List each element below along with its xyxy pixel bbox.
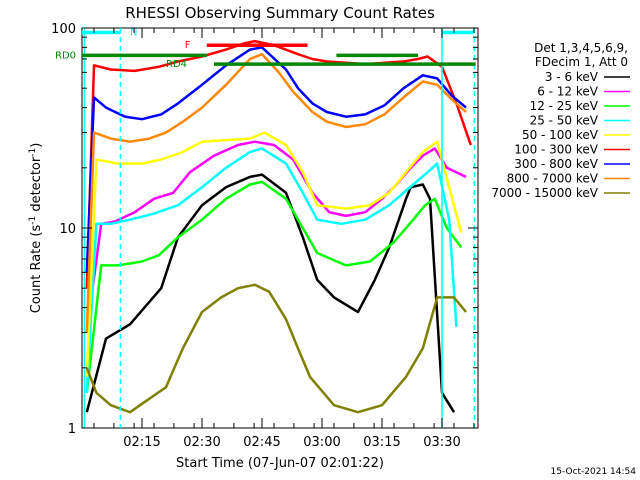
footer-date: 15-Oct-2021 14:54 bbox=[551, 467, 637, 477]
series-line-0 bbox=[85, 173, 456, 413]
legend-header-line-2: FDecim 1, Att 0 bbox=[535, 55, 628, 69]
y-axis-label-sup2: -1 bbox=[28, 148, 38, 157]
legend-header-line-1: Det 1,3,4,5,6,9, bbox=[534, 41, 628, 55]
y-axis-label-mid: detector bbox=[29, 156, 44, 216]
series-line-5 bbox=[85, 39, 472, 289]
overlay-label-3: RD0 bbox=[55, 50, 76, 61]
y-axis-label-end: ) bbox=[29, 143, 44, 148]
legend-label-0: 3 - 6 keV bbox=[545, 70, 599, 84]
overlay-label-5: RD4 bbox=[166, 59, 187, 70]
plot-area bbox=[81, 27, 479, 429]
y-tick-label-1: 10 bbox=[59, 222, 76, 237]
x-tick-label-3: 03:00 bbox=[303, 435, 340, 450]
plot-frame bbox=[81, 27, 479, 429]
x-tick-label-0: 02:15 bbox=[123, 435, 160, 450]
x-tick-label-2: 02:45 bbox=[243, 435, 280, 450]
series-line-2 bbox=[85, 180, 463, 393]
legend-label-2: 12 - 25 keV bbox=[530, 99, 599, 113]
overlay-label-2: F bbox=[185, 40, 191, 51]
y-axis-label: Count Rate (s-1 detector-1) bbox=[28, 143, 44, 314]
legend-label-7: 800 - 7000 keV bbox=[507, 172, 599, 186]
x-tick-label-4: 03:15 bbox=[363, 435, 400, 450]
x-tick-label-1: 02:30 bbox=[183, 435, 220, 450]
series-line-4 bbox=[85, 131, 463, 377]
x-axis-label: Start Time (07-Jun-07 02:01:22) bbox=[176, 456, 384, 471]
y-axis-label-sup1: -1 bbox=[28, 216, 38, 225]
x-tick-label-5: 03:30 bbox=[423, 435, 460, 450]
y-tick-label-0: 1 bbox=[68, 422, 76, 437]
series-line-3 bbox=[85, 147, 458, 393]
legend-label-6: 300 - 800 keV bbox=[514, 157, 598, 171]
series-line-6 bbox=[85, 46, 467, 273]
data-layer bbox=[85, 39, 472, 414]
legend-label-8: 7000 - 15000 keV bbox=[491, 186, 598, 200]
legend-label-3: 25 - 50 keV bbox=[530, 114, 599, 128]
legend: Det 1,3,4,5,6,9, FDecim 1, Att 0 3 - 6 k… bbox=[491, 41, 630, 200]
legend-label-5: 100 - 300 keV bbox=[514, 143, 598, 157]
axis-layer: 1 10 100 02:15 02:30 02:45 03:00 03:15 03:30 bbox=[51, 22, 478, 450]
legend-label-4: 50 - 100 keV bbox=[522, 128, 599, 142]
legend-label-1: 6 - 12 keV bbox=[537, 85, 599, 99]
chart-title: RHESSI Observing Summary Count Rates bbox=[125, 4, 435, 22]
y-axis-label-main: Count Rate (s bbox=[29, 225, 44, 314]
series-line-1 bbox=[85, 140, 467, 333]
series-line-8 bbox=[85, 283, 467, 414]
y-tick-label-2: 100 bbox=[51, 22, 76, 37]
series-line-7 bbox=[85, 52, 467, 333]
